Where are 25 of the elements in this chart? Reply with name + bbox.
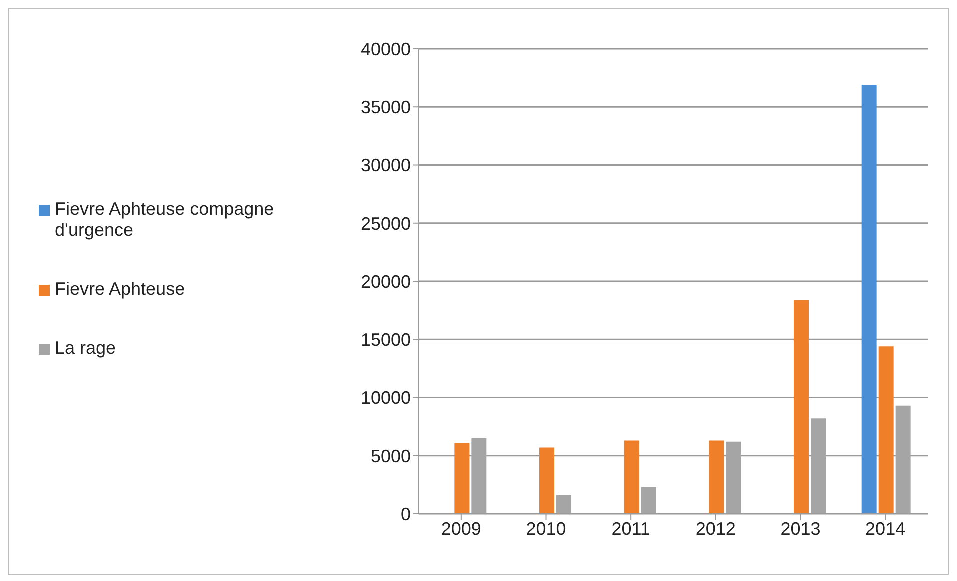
x-tick-label: 2010 [526, 518, 566, 539]
y-tick-label: 15000 [360, 330, 411, 350]
y-tick-label: 30000 [360, 156, 411, 176]
legend-label: Fievre Aphteuse compagne d'urgence [55, 199, 276, 241]
bar [624, 440, 640, 514]
bar [794, 300, 809, 514]
y-tick-label: 40000 [360, 39, 411, 60]
y-tick-label: 5000 [370, 446, 411, 466]
legend-label: Fievre Aphteuse [55, 279, 186, 300]
x-tick-label: 2011 [612, 518, 650, 539]
bar [539, 448, 554, 514]
bar [709, 440, 724, 514]
x-tick-label: 2013 [780, 518, 821, 539]
x-tick-label: 2009 [441, 518, 482, 539]
y-tick-label: 20000 [360, 272, 411, 292]
legend-label: La rage [55, 338, 116, 359]
x-tick-label: 2012 [696, 518, 736, 539]
bar [454, 443, 470, 514]
x-tick-label: 2014 [866, 518, 906, 539]
bar [878, 346, 894, 514]
y-tick-label: 0 [400, 504, 411, 524]
y-tick-label: 25000 [360, 214, 411, 234]
bar [862, 85, 877, 514]
y-tick-label: 35000 [360, 98, 411, 118]
y-tick-label: 10000 [360, 388, 411, 408]
